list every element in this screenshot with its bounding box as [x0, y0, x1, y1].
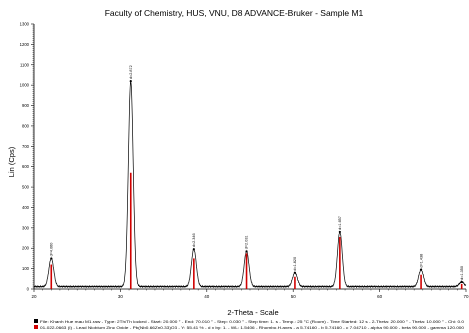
peak-d-label: d=1.820	[293, 257, 297, 271]
y-tick-label: 0	[27, 287, 30, 292]
footer-marker-file	[34, 319, 38, 323]
x-tick-label: 50	[291, 294, 297, 299]
peak-marker	[460, 280, 463, 283]
y-tick-label: 800	[22, 123, 30, 128]
peak-d-label: d=1.438	[419, 254, 423, 268]
y-tick-label: 200	[22, 246, 30, 251]
x-tick-label: 60	[377, 294, 383, 299]
y-tick-label: 500	[22, 185, 30, 190]
x-tick-label: 70	[463, 294, 469, 299]
peak-marker	[50, 257, 53, 260]
y-tick-label: 300	[22, 225, 30, 230]
diffraction-pattern-line	[33, 81, 467, 289]
peak-marker	[419, 268, 423, 271]
peak-marker	[338, 230, 341, 234]
footer-legend: File: Khanh Hue mau M1.raw - Type: 2Th/T…	[34, 319, 464, 330]
peak-marker	[192, 248, 195, 251]
footer-marker-ref	[34, 325, 38, 329]
x-tick-label: 30	[118, 294, 124, 299]
chart-title: Faculty of Chemistry, HUS, VNU, D8 ADVAN…	[105, 8, 364, 18]
peak-d-label: d=4.060	[49, 243, 53, 257]
y-tick-label: 400	[22, 205, 30, 210]
y-tick-label: 1000	[20, 83, 30, 88]
peak-d-label: d=2.346	[192, 233, 196, 247]
y-tick-label: 1100	[20, 62, 30, 67]
peak-d-label: d=2.872	[129, 65, 133, 79]
plot-area: 0 100 200 300 400 500 600 700 800 900 1000 1100 1200…	[20, 22, 469, 300]
peak-d-label: d=1.657	[338, 216, 342, 230]
footer-line-ref: 01-022-0663 (I) - Lead Niobium Zinc Oxid…	[40, 326, 464, 330]
peak-d-label: d=1.350	[460, 266, 464, 280]
y-tick-label: 1300	[20, 22, 30, 27]
footer-line-file: File: Khanh Hue mau M1.raw - Type: 2Th/T…	[40, 320, 464, 324]
y-tick-label: 1200	[20, 42, 30, 47]
peak-marker	[245, 250, 248, 253]
y-tick-label: 100	[22, 266, 30, 271]
x-axis-label: 2-Theta - Scale	[227, 308, 278, 317]
y-axis-label: Lin (Cps)	[7, 146, 16, 177]
y-tick-label: 600	[22, 164, 30, 169]
peak-d-label: d=2.031	[245, 235, 249, 249]
peak-marker	[293, 271, 297, 274]
peak-marker	[129, 79, 132, 83]
x-tick-label: 20	[31, 294, 37, 299]
x-tick-label: 40	[204, 294, 210, 299]
y-tick-label: 900	[22, 103, 30, 108]
y-tick-label: 700	[22, 144, 30, 149]
